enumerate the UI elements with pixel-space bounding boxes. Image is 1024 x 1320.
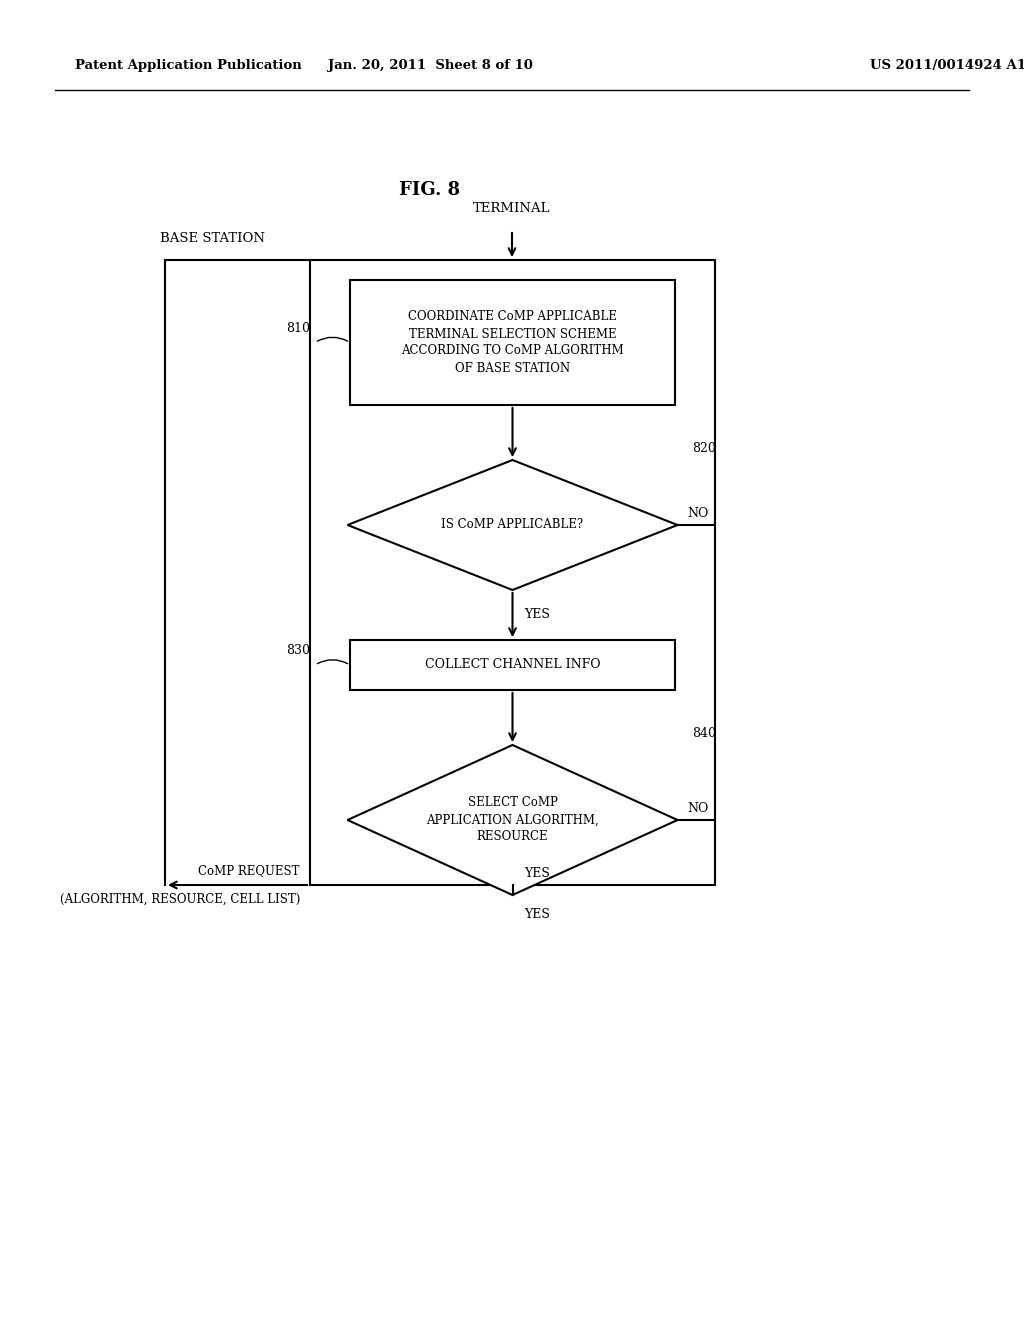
Text: 840: 840 (692, 727, 717, 741)
Text: TERMINAL: TERMINAL (473, 202, 551, 215)
Text: BASE STATION: BASE STATION (160, 232, 265, 246)
Bar (350, 640, 675, 690)
Text: CoMP REQUEST: CoMP REQUEST (199, 865, 300, 876)
Text: YES: YES (524, 908, 550, 921)
Text: YES: YES (524, 609, 550, 622)
Text: 820: 820 (692, 442, 717, 455)
Text: YES: YES (524, 867, 550, 880)
Polygon shape (347, 744, 678, 895)
Text: SELECT CoMP
APPLICATION ALGORITHM,
RESOURCE: SELECT CoMP APPLICATION ALGORITHM, RESOU… (426, 796, 599, 843)
Text: COLLECT CHANNEL INFO: COLLECT CHANNEL INFO (425, 659, 600, 672)
Text: US 2011/0014924 A1: US 2011/0014924 A1 (870, 58, 1024, 71)
Bar (310, 260, 715, 884)
Text: NO: NO (687, 803, 709, 814)
Text: 810: 810 (286, 322, 310, 334)
Text: NO: NO (687, 507, 709, 520)
Text: Jan. 20, 2011  Sheet 8 of 10: Jan. 20, 2011 Sheet 8 of 10 (328, 58, 532, 71)
Polygon shape (347, 459, 678, 590)
Text: FIG. 8: FIG. 8 (399, 181, 461, 199)
Text: IS CoMP APPLICABLE?: IS CoMP APPLICABLE? (441, 519, 584, 532)
Text: (ALGORITHM, RESOURCE, CELL LIST): (ALGORITHM, RESOURCE, CELL LIST) (59, 894, 300, 906)
Text: 830: 830 (286, 644, 310, 657)
Text: COORDINATE CoMP APPLICABLE
TERMINAL SELECTION SCHEME
ACCORDING TO CoMP ALGORITHM: COORDINATE CoMP APPLICABLE TERMINAL SELE… (401, 310, 624, 375)
Text: Patent Application Publication: Patent Application Publication (75, 58, 302, 71)
Bar (350, 280, 675, 405)
